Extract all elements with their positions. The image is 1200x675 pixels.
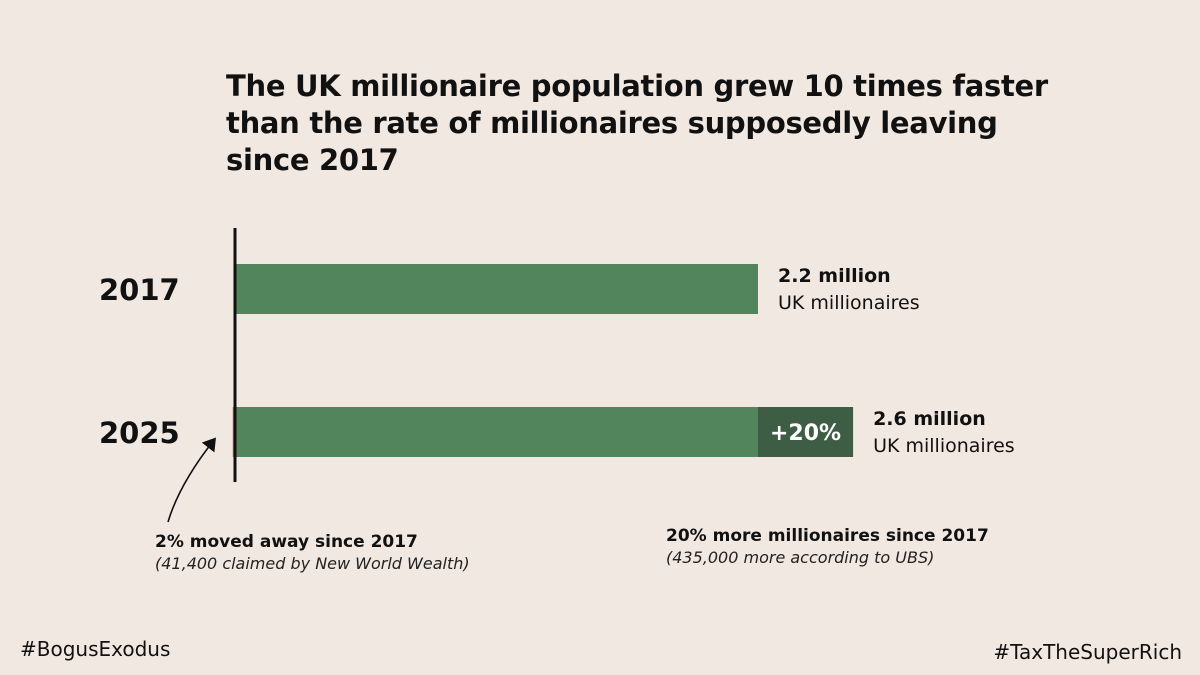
value-label-2025: 2.6 million [873, 408, 986, 430]
annotation-growth-title: 20% more millionaires since 2017 [666, 526, 989, 546]
hashtag-bogus-exodus: #BogusExodus [20, 637, 171, 661]
hashtag-tax-the-super-rich: #TaxTheSuperRich [993, 640, 1182, 664]
bar-2025-base [235, 407, 758, 457]
unit-label-2017: UK millionaires [778, 292, 920, 314]
increase-label: +20% [770, 421, 841, 446]
annotation-growth-note: (435,000 more according to UBS) [666, 548, 935, 567]
annotation-arrow [167, 437, 216, 523]
unit-label-2025: UK millionaires [873, 435, 1015, 457]
annotation-moved-away-note: (41,400 claimed by New World Wealth) [155, 554, 470, 573]
bar-2017 [235, 264, 758, 314]
annotation-moved-away: 2% moved away since 2017 (41,400 claimed… [155, 531, 470, 575]
category-label-2025: 2025 [99, 416, 180, 450]
annotation-growth: 20% more millionaires since 2017 (435,00… [666, 525, 989, 569]
category-label-2017: 2017 [99, 273, 180, 307]
annotation-moved-away-title: 2% moved away since 2017 [155, 532, 418, 552]
value-label-2017: 2.2 million [778, 265, 891, 287]
bar-2025-increase [758, 407, 854, 457]
chart-title: The UK millionaire population grew 10 ti… [226, 69, 1048, 177]
